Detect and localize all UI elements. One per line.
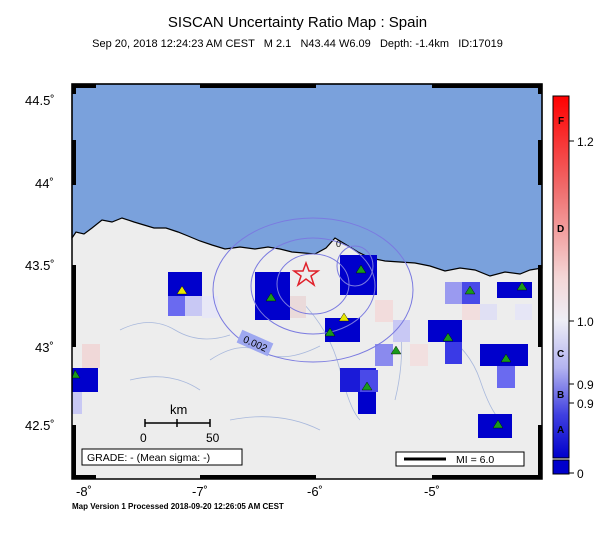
lat-label: 43˚ [35, 340, 54, 355]
station-marker [324, 327, 336, 337]
colorbar-value: 1.0 [577, 315, 594, 329]
scale-start: 0 [140, 431, 147, 445]
grid-cell [428, 320, 462, 342]
lon-label: -5˚ [424, 484, 440, 499]
colorbar-value: 1.2 [577, 135, 594, 149]
grid-cell [480, 304, 497, 320]
colorbar-letter: D [557, 224, 564, 235]
grid-cell [393, 320, 410, 342]
contour-top-label: 0 [336, 239, 341, 249]
grid-cell [290, 296, 306, 318]
grid-cell [462, 304, 480, 320]
station-marker [500, 353, 512, 363]
grid-cell [358, 392, 376, 414]
station-marker [516, 281, 528, 291]
colorbar-value: 0.9 [577, 378, 594, 392]
station-marker [176, 285, 188, 295]
station-marker [338, 312, 350, 322]
colorbar-value: 0.9 [577, 397, 594, 411]
lat-labels: 44.5˚ 44˚ 43.5˚ 43˚ 42.5˚ [25, 93, 55, 433]
lon-label: -8˚ [76, 484, 92, 499]
colorbar-letter: A [557, 425, 564, 436]
colorbar-letter: F [558, 116, 564, 127]
grid-cell [375, 300, 393, 322]
grid-cell [497, 366, 515, 388]
epicenter-star [291, 260, 321, 288]
contour-label-box [236, 329, 274, 357]
colorbar-letter: C [557, 349, 564, 360]
lon-label: -6˚ [307, 484, 323, 499]
station-marker [71, 369, 81, 379]
grid-cell [168, 296, 185, 316]
event-info: Sep 20, 2018 12:24:23 AM CEST M 2.1 N43.… [92, 38, 503, 50]
contours [212, 217, 414, 363]
map-title: SISCAN Uncertainty Ratio Map : Spain [167, 14, 428, 31]
grid-cell [515, 304, 532, 320]
grid-cell [445, 342, 462, 364]
station-marker [492, 419, 504, 429]
grid-cell [375, 344, 393, 366]
grid-cell [82, 344, 100, 368]
lon-labels: -8˚ -7˚ -6˚ -5˚ [76, 484, 440, 499]
sea-area [71, 83, 543, 277]
lat-label: 44˚ [35, 176, 54, 191]
grade-text: GRADE: - (Mean sigma: -) [87, 452, 210, 464]
scale-end: 50 [206, 431, 220, 445]
scale-bar: km 0 50 [140, 402, 220, 445]
colorbar-letter: B [557, 390, 564, 401]
lon-label: -7˚ [192, 484, 208, 499]
map-panel: 0.002 0 km 0 50 [71, 83, 543, 480]
colorbar: F D C B A 1.2 1.0 0.9 0.9 0 [552, 95, 594, 481]
grid-cell [72, 392, 82, 414]
lat-label: 43.5˚ [25, 258, 55, 273]
grid-cell [445, 282, 462, 304]
grid-cell [185, 296, 202, 316]
mi-text: MI = 6.0 [456, 454, 494, 466]
grid-cell [480, 344, 528, 366]
mi-box [395, 451, 525, 467]
processing-footer: Map Version 1 Processed 2018-09-20 12:26… [72, 502, 284, 511]
lat-label: 44.5˚ [25, 93, 55, 108]
stations [71, 264, 528, 429]
frame-ticks [72, 84, 542, 479]
colorbar-value: 0 [577, 467, 584, 481]
station-marker [442, 332, 454, 342]
grid-cell [255, 272, 290, 296]
grade-box [81, 448, 243, 466]
station-marker [464, 285, 476, 295]
lat-label: 42.5˚ [25, 418, 55, 433]
station-marker [361, 381, 373, 391]
rivers [119, 299, 501, 431]
grid-cell [410, 344, 428, 366]
station-marker [390, 345, 402, 355]
station-marker [355, 264, 367, 274]
scale-unit: km [170, 402, 187, 417]
station-marker [265, 292, 277, 302]
